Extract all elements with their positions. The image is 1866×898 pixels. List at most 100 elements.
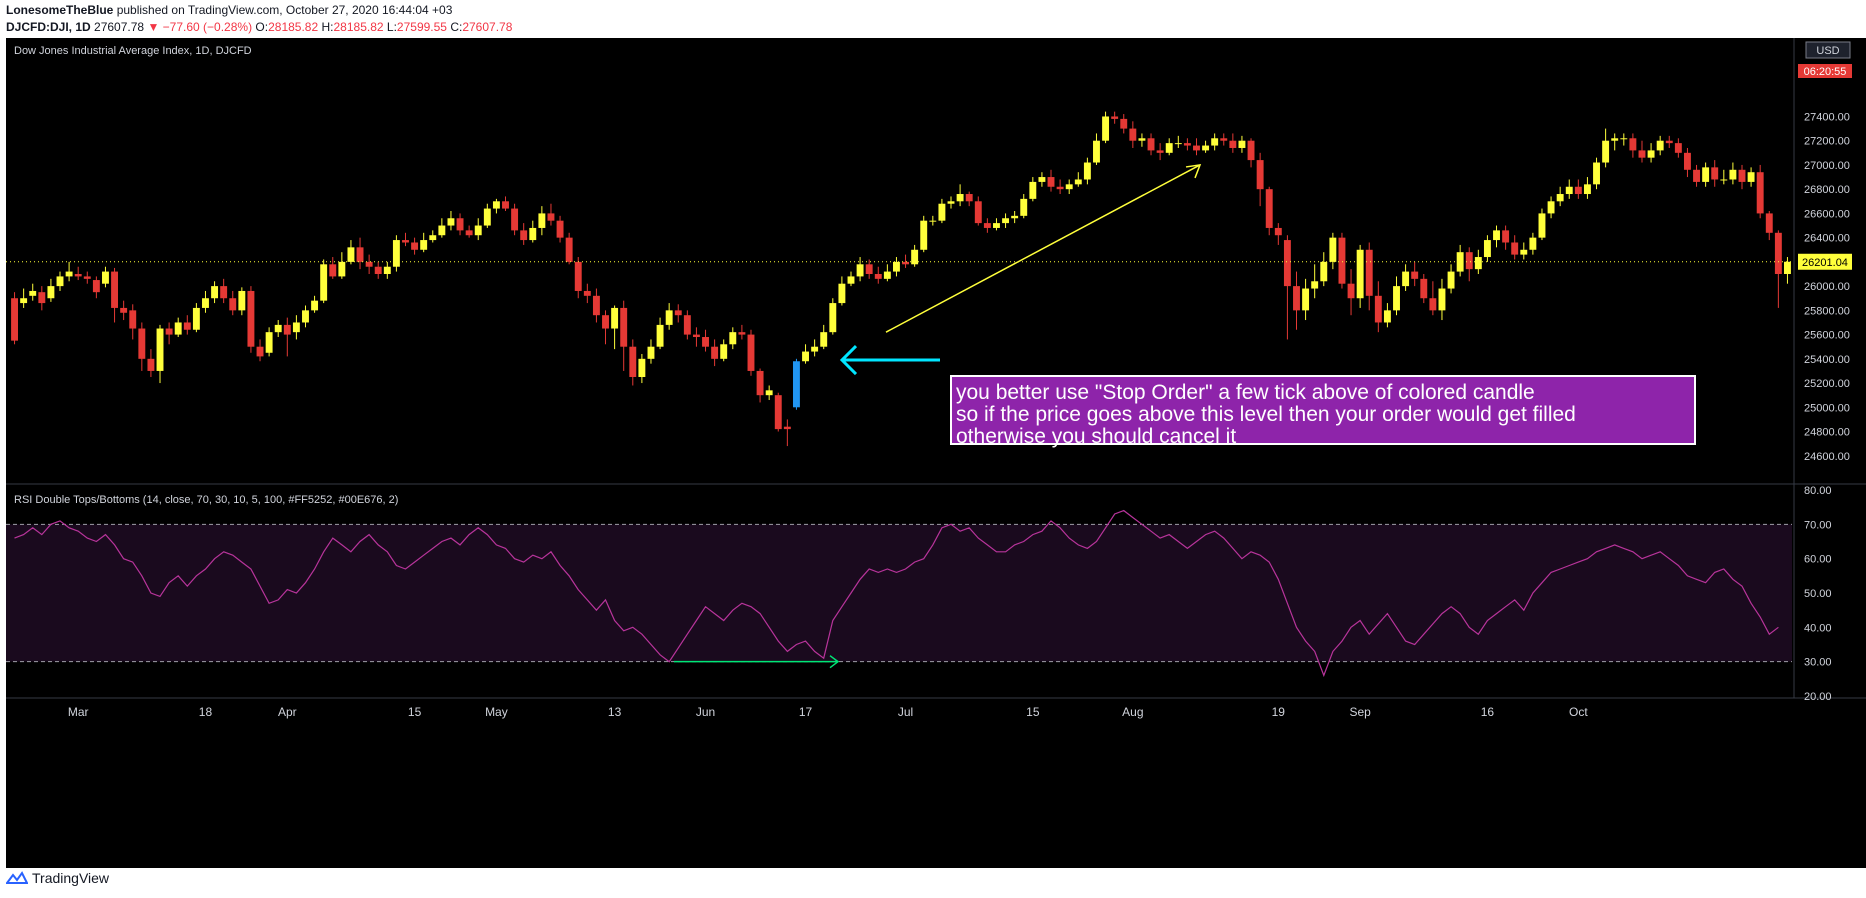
drawing-arrows[interactable] (674, 164, 1202, 669)
candle (1020, 194, 1028, 219)
candle-body (492, 201, 500, 209)
open-label: O: (255, 20, 269, 34)
time-tick-label: Jun (696, 705, 715, 719)
candle (774, 392, 782, 432)
annotation-background (950, 375, 1696, 445)
candle-body (1029, 181, 1037, 199)
close-value: 27607.78 (462, 20, 513, 34)
candle-body (1247, 140, 1255, 161)
candle (1656, 135, 1664, 156)
candle-body (1293, 286, 1300, 311)
candle (811, 339, 819, 357)
candle-body (1256, 160, 1264, 190)
candle (711, 339, 719, 367)
publish-info: LonesomeTheBlue published on TradingView… (6, 3, 452, 17)
candle-body (1056, 186, 1064, 190)
candle-body (338, 261, 346, 277)
candle-body (738, 332, 746, 335)
candle (1702, 162, 1710, 187)
price-tick-label: 24800.00 (1804, 427, 1850, 439)
chart-canvas[interactable]: 27400.00 27200.00 27000.00 26800.00 26600.00… (0, 38, 1866, 868)
candle-body (820, 332, 828, 347)
candle-body (229, 298, 237, 311)
candle (102, 266, 109, 288)
candle-body (556, 220, 564, 238)
candle-body (465, 230, 473, 236)
candle-body (529, 227, 537, 241)
time-tick-label: Oct (1569, 705, 1588, 719)
candle (1638, 140, 1646, 163)
candle-body (283, 324, 291, 335)
change-down-icon: ▼ (147, 20, 160, 34)
candle-body (1238, 140, 1246, 148)
candle-body (965, 194, 973, 202)
candle-body (1383, 310, 1391, 323)
candle (583, 283, 591, 304)
candle (1693, 164, 1700, 187)
candle-body (1556, 194, 1564, 202)
price-tick-label: 25800.00 (1804, 305, 1850, 317)
candle (1365, 242, 1373, 311)
rsi-pane[interactable] (6, 509, 1792, 678)
tradingview-logo-icon (6, 871, 28, 884)
candle-body (1093, 140, 1100, 163)
candle-body (1520, 249, 1528, 255)
candle-body (420, 240, 428, 250)
candle-body (56, 276, 64, 287)
candle-body (502, 201, 509, 209)
rsi-tick-label: 80.00 (1804, 485, 1832, 497)
candle-body (702, 337, 709, 347)
author-name[interactable]: LonesomeTheBlue (6, 3, 114, 17)
candle (1265, 186, 1273, 236)
candle (1493, 225, 1500, 248)
candle-body (611, 307, 619, 329)
candle-body (1356, 249, 1364, 299)
candle (592, 288, 600, 323)
annotation-box[interactable]: you better use "Stop Order" a few tick a… (950, 375, 1696, 448)
price-tick-label: 27200.00 (1804, 136, 1850, 148)
candle (392, 235, 400, 272)
candle-body (192, 307, 200, 330)
candle (1674, 138, 1682, 158)
candle-body (1493, 230, 1500, 241)
low-label: L: (386, 20, 397, 34)
candle (665, 303, 673, 330)
price-tick-label: 25000.00 (1804, 402, 1850, 414)
candle-body (1729, 169, 1737, 180)
rsi-tick-label: 50.00 (1804, 588, 1832, 600)
candle (202, 290, 209, 313)
candle (411, 237, 419, 255)
candle (1111, 111, 1119, 124)
candle-body (874, 274, 882, 279)
candle (1129, 121, 1137, 148)
candle (993, 218, 1000, 231)
candle (829, 298, 837, 335)
candle-body (765, 390, 773, 396)
candle-body (347, 247, 355, 262)
candle-body (1711, 167, 1719, 180)
rsi-tick-label: 20.00 (1804, 691, 1832, 703)
currency-label: USD (1816, 45, 1839, 57)
candle (1102, 111, 1110, 144)
candle-body (1265, 189, 1273, 228)
candle (1411, 261, 1419, 287)
candle (1647, 143, 1655, 163)
candle-body (1438, 288, 1446, 311)
price-tick-label: 26800.00 (1804, 184, 1850, 196)
candle-body (920, 220, 928, 250)
candle-body (683, 315, 691, 335)
candle (483, 203, 491, 228)
candle (1038, 172, 1046, 187)
candle (1765, 210, 1773, 241)
price-pane[interactable] (11, 111, 1791, 447)
candle (56, 271, 64, 291)
candle-body (847, 276, 855, 284)
candle (820, 324, 828, 350)
brand-name[interactable]: TradingView (32, 870, 110, 886)
candle (1538, 208, 1546, 241)
candle (1083, 157, 1091, 185)
candle (911, 244, 919, 267)
candle (1156, 143, 1164, 161)
candle (1465, 247, 1473, 282)
candle-body (638, 358, 646, 377)
